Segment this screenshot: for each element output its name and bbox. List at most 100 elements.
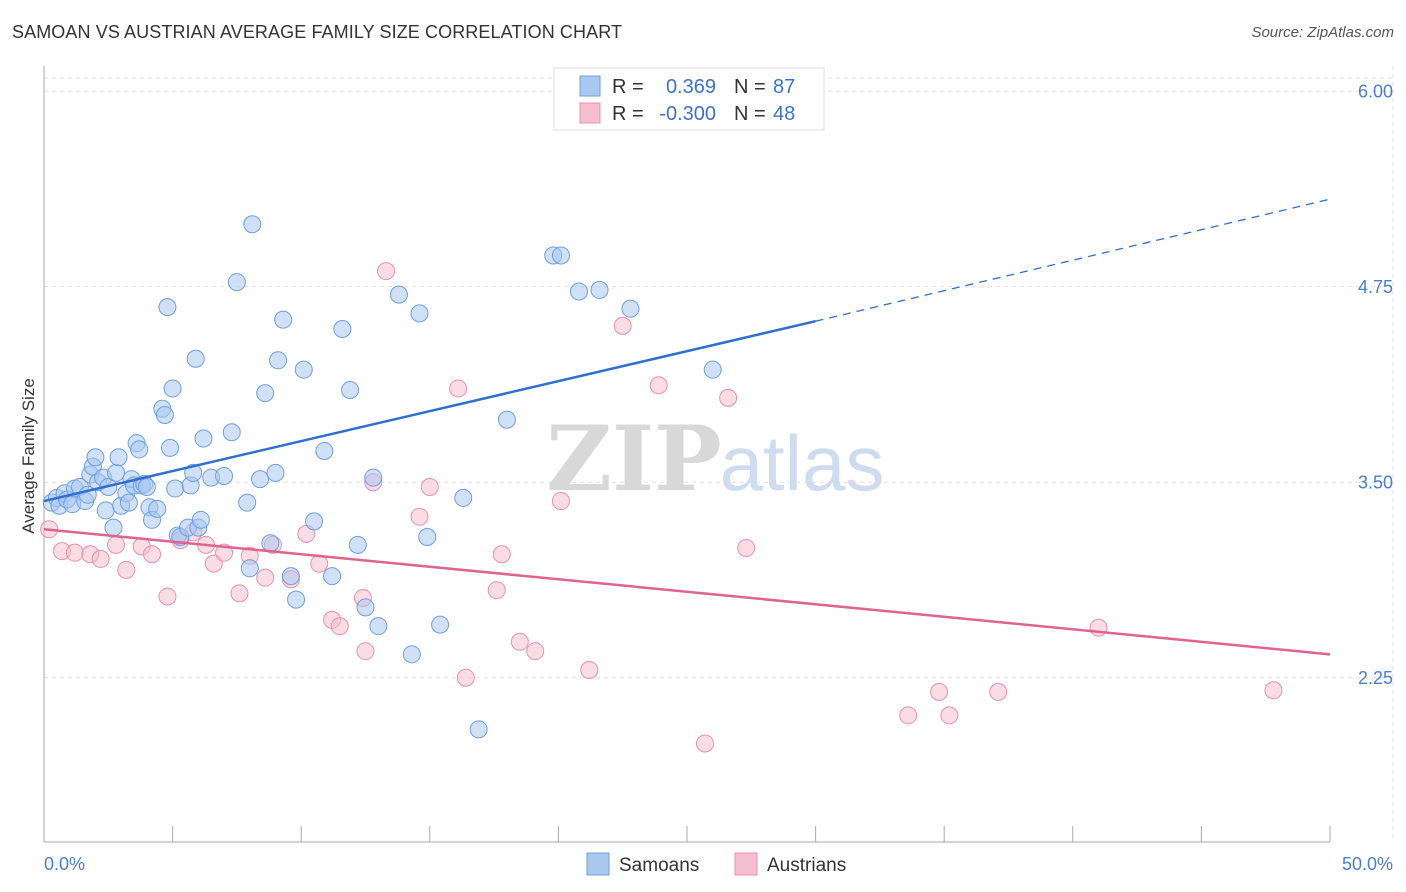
austrians-point (449, 379, 468, 398)
samoans-point (333, 320, 352, 339)
x-tick-label-max: 50.0% (1342, 854, 1393, 874)
samoans-point (215, 467, 234, 486)
samoans-point (240, 559, 259, 578)
bottom-legend-swatch-samoans (586, 852, 610, 876)
samoans-trendline-extension (815, 198, 1331, 322)
samoans-point (431, 615, 450, 634)
austrians-point (107, 535, 126, 554)
austrians-point (1264, 681, 1283, 700)
x-tick-label-min: 0.0% (44, 854, 85, 874)
samoans-point (191, 510, 210, 529)
austrians-point (204, 554, 223, 573)
samoans-point (96, 501, 115, 520)
samoans-point (590, 280, 609, 299)
watermark-atlas: atlas (720, 419, 885, 507)
samoans-point (86, 448, 105, 467)
legend-r-label-samoans: R = (612, 76, 644, 98)
watermark: ZIP atlas (546, 406, 884, 512)
austrians-point (487, 581, 506, 600)
watermark-zip: ZIP (546, 406, 721, 512)
legend-r-label-austrians: R = (612, 103, 644, 125)
samoans-point (251, 470, 270, 489)
bottom-legend: Samoans Austrians (586, 852, 846, 876)
samoans-point (551, 246, 570, 265)
chart-title: SAMOAN VS AUSTRIAN AVERAGE FAMILY SIZE C… (12, 22, 623, 42)
y-tick-label: 6.00 (1358, 81, 1393, 101)
austrians-point (456, 668, 475, 687)
samoans-point (137, 477, 156, 496)
legend-n-value-samoans: 87 (773, 76, 795, 98)
samoans-point (155, 406, 174, 425)
austrians-point (377, 262, 396, 281)
samoans-point (287, 590, 306, 609)
samoans-point (104, 518, 123, 537)
samoans-point (348, 535, 367, 554)
austrians-point (492, 545, 511, 564)
austrians-point (580, 660, 599, 679)
samoans-point (109, 448, 128, 467)
samoans-points (42, 215, 722, 739)
austrians-point (940, 706, 959, 725)
samoans-point (369, 617, 388, 636)
samoans-point (323, 567, 342, 586)
samoans-point (186, 349, 205, 368)
samoans-point (166, 479, 185, 498)
austrians-point (158, 587, 177, 606)
samoans-point (119, 493, 138, 512)
bottom-legend-label-austrians: Austrians (767, 855, 846, 876)
samoans-point (315, 442, 334, 460)
legend-r-value-austrians: -0.300 (659, 103, 716, 125)
austrians-point (230, 584, 249, 603)
samoans-point (364, 468, 383, 487)
samoans-point (269, 351, 288, 370)
austrians-point (117, 560, 136, 579)
samoans-point (266, 463, 285, 482)
legend-n-value-austrians: 48 (773, 103, 795, 125)
bottom-legend-label-samoans: Samoans (619, 855, 699, 876)
samoans-point (389, 285, 408, 304)
samoans-point (281, 567, 300, 586)
samoans-point (294, 360, 313, 379)
legend-swatch-samoans (579, 75, 601, 97)
samoans-point (130, 440, 149, 459)
bottom-legend-swatch-austrians (734, 852, 758, 876)
samoans-point (148, 499, 167, 518)
austrians-point (410, 507, 429, 526)
legend-n-label-samoans: N = (734, 76, 766, 98)
samoans-trendline (43, 319, 816, 503)
austrians-point (1089, 618, 1108, 637)
austrians-point (65, 543, 84, 562)
samoans-point (469, 720, 488, 739)
samoans-point (569, 282, 588, 301)
samoans-point (410, 304, 429, 323)
y-tick-labels: 2.25 3.50 4.75 6.00 (1358, 81, 1393, 688)
austrians-point (613, 316, 632, 335)
austrians-point (420, 477, 439, 496)
samoans-point (243, 215, 262, 234)
austrians-point (510, 632, 529, 651)
samoans-point (305, 512, 324, 531)
austrians-point (551, 492, 570, 511)
samoans-point (356, 598, 375, 617)
austrians-point (91, 549, 110, 568)
y-axis-label: Average Family Size (19, 378, 38, 534)
legend-r-value-samoans: 0.369 (666, 76, 716, 98)
samoans-point (184, 463, 203, 482)
samoans-point (703, 360, 722, 379)
y-tick-label: 2.25 (1358, 668, 1393, 688)
samoans-point (163, 379, 182, 398)
austrians-point (737, 538, 756, 557)
samoans-point (402, 645, 421, 664)
source-label: Source: ZipAtlas.com (1251, 24, 1394, 41)
samoans-point (261, 534, 280, 553)
samoans-point (256, 384, 275, 403)
austrians-point (215, 543, 234, 562)
samoans-point (341, 381, 360, 400)
austrians-trendline (43, 527, 1331, 656)
samoans-point (158, 298, 177, 317)
samoans-point (227, 273, 246, 292)
austrians-point (356, 642, 375, 661)
samoans-point (194, 429, 213, 448)
austrians-point (526, 642, 545, 661)
